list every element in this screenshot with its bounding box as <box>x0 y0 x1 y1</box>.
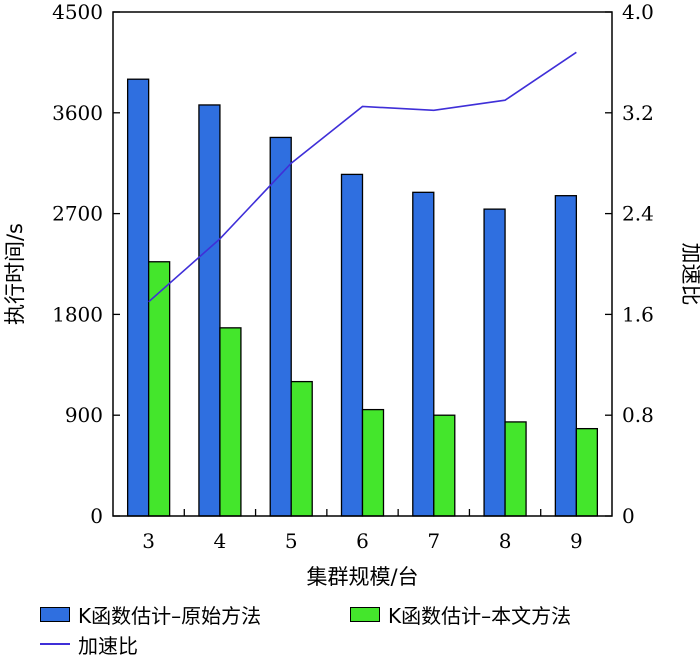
y-tick-label: 3600 <box>52 101 103 125</box>
y-tick-label: 4500 <box>52 0 103 24</box>
x-axis-title: 集群规模/台 <box>306 565 418 589</box>
x-tick-label: 5 <box>285 529 298 553</box>
bar-proposed-7 <box>433 414 456 517</box>
x-tick-label: 6 <box>356 529 369 553</box>
bar-original-3 <box>126 78 150 517</box>
x-tick-label: 7 <box>427 529 440 553</box>
y-tick-label: 0 <box>90 504 103 528</box>
x-tick-label: 4 <box>214 529 227 553</box>
legend: K函数估计–原始方法 K函数估计–本文方法 加速比 <box>40 596 680 658</box>
bar-original-9 <box>554 195 578 517</box>
bar-original-6 <box>340 173 364 517</box>
legend-label-original: K函数估计–原始方法 <box>78 603 262 628</box>
bar-original-5 <box>269 136 292 517</box>
plot-frame <box>112 11 613 517</box>
y2-tick-label: 3.2 <box>622 101 654 125</box>
y-tick-label: 900 <box>65 403 103 427</box>
bar-proposed-8 <box>504 421 527 517</box>
label-layer: 0 900 1800 2700 3600 4500 0 0.8 1.6 2.4 3.2 4.0 3 4 5 6… <box>3 0 700 589</box>
bar-proposed-5 <box>290 380 313 517</box>
axes-layer <box>112 11 613 517</box>
legend-swatch-original <box>40 606 70 622</box>
y2-tick-label: 2.4 <box>622 202 654 226</box>
y2-tick-label: 0.8 <box>622 403 654 427</box>
bar-original-4 <box>198 104 221 517</box>
y-axis-title: 执行时间/s <box>3 223 27 325</box>
y-tick-label: 1800 <box>52 302 103 326</box>
bar-proposed-4 <box>219 327 242 517</box>
y2-tick-label: 1.6 <box>622 302 654 326</box>
x-tick-label: 9 <box>570 529 583 553</box>
y2-tick-label: 4.0 <box>622 0 654 24</box>
legend-item-speedup: 加速比 <box>40 630 138 658</box>
x-tick-label: 8 <box>499 529 512 553</box>
x-tick-label: 3 <box>142 529 155 553</box>
speedup-line <box>148 51 577 303</box>
legend-swatch-proposed <box>350 606 380 622</box>
legend-label-speedup: 加速比 <box>78 633 138 658</box>
legend-line-speedup <box>40 643 70 645</box>
bar-original-8 <box>483 208 506 517</box>
legend-label-proposed: K函数估计–本文方法 <box>388 603 572 628</box>
bar-proposed-9 <box>575 427 599 517</box>
legend-item-original: K函数估计–原始方法 <box>40 600 261 628</box>
line-layer <box>148 51 577 303</box>
y-tick-label: 2700 <box>52 202 103 226</box>
bar-proposed-6 <box>361 408 385 517</box>
legend-item-proposed: K函数估计–本文方法 <box>350 600 571 628</box>
y2-axis-title: 加速比 <box>679 243 700 306</box>
y2-tick-label: 0 <box>622 504 635 528</box>
bar-layer <box>126 78 599 517</box>
bar-original-7 <box>412 191 435 517</box>
